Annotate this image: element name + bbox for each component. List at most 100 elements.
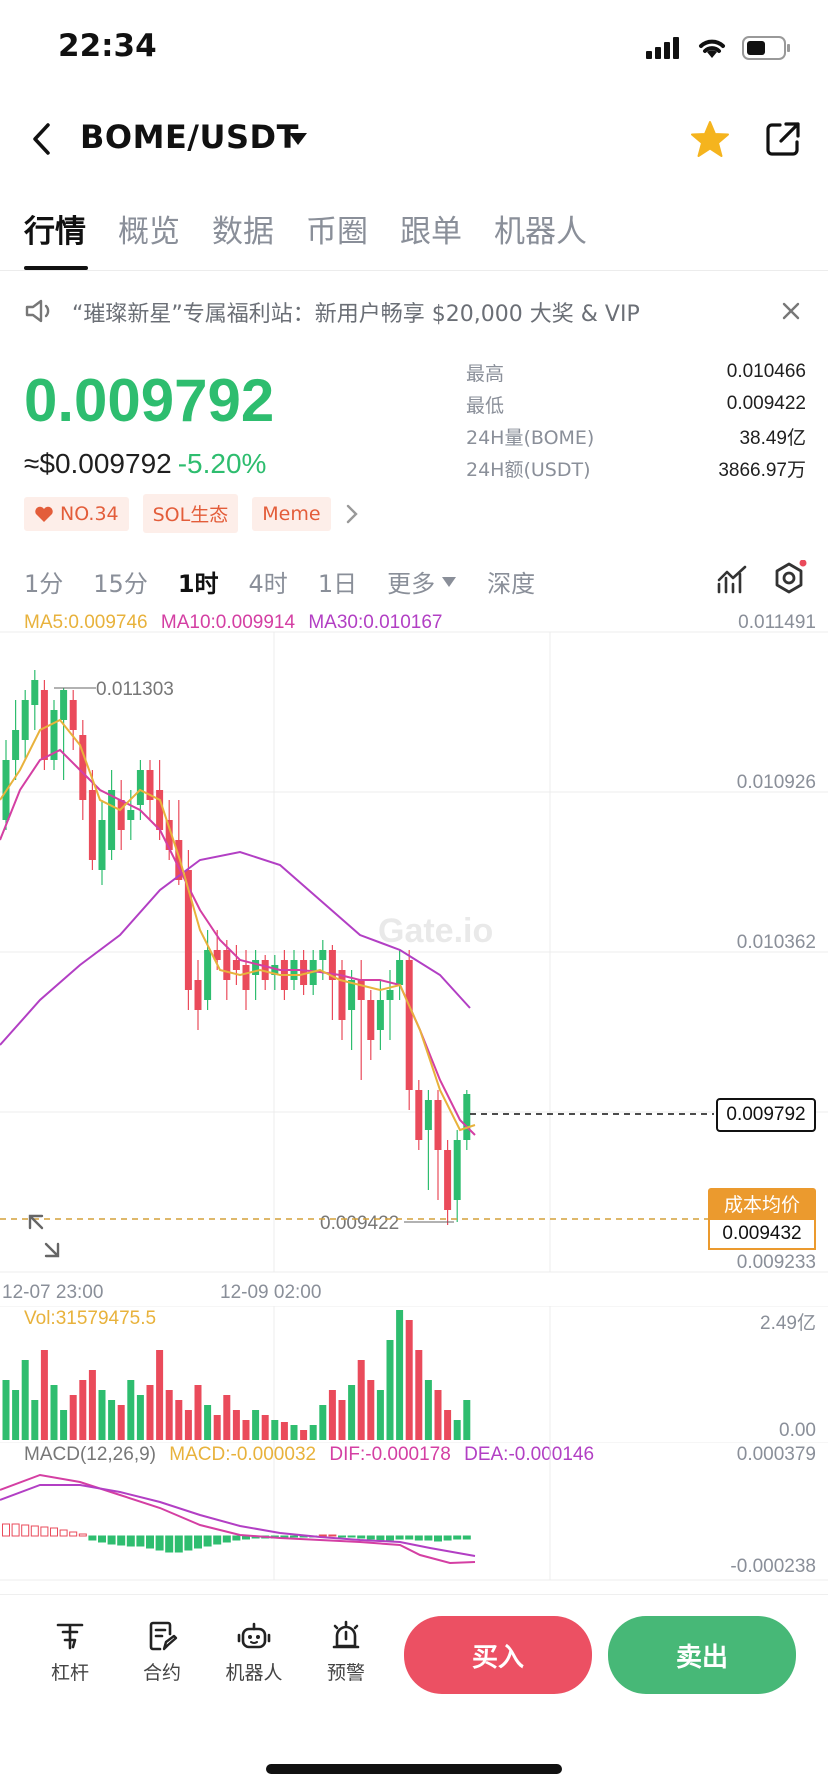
tab-community[interactable]: 币圈 [306,214,368,250]
pair-title[interactable]: BOME/USDT [80,118,299,156]
battery-icon [742,36,790,60]
macd-bar [40,1526,49,1537]
nav-robot[interactable]: 机器人 [220,1620,288,1685]
tab-underline [24,266,88,270]
candle [60,690,68,720]
sell-button[interactable]: 卖出 [608,1616,796,1694]
macd-bar [78,1533,87,1537]
macd-bar [107,1535,116,1545]
candle [232,960,240,970]
close-icon[interactable] [782,302,800,320]
stat-label: 24H额(USDT) [466,458,591,481]
ecosystem-tag[interactable]: SOL生态 [142,494,239,533]
macd-bar [386,1535,394,1541]
candlestick-chart[interactable]: Gate.io 0.011303 0.009422 [0,606,828,1276]
depth-tab[interactable]: 深度 [487,570,536,598]
rank-tag[interactable]: NO.34 [24,496,129,531]
interval-1d[interactable]: 1日 [317,570,358,598]
chevron-right-icon[interactable] [345,503,359,525]
vol-axis-label: 2.49亿 [760,1313,816,1334]
volume-bar [463,1400,471,1440]
tab-overview[interactable]: 概览 [118,214,180,250]
volume-bar [21,1360,29,1440]
interval-15m[interactable]: 15分 [93,570,148,598]
stats-panel: 最高 0.010466 最低 0.009422 24H量(BOME) 38.49亿 2… [466,356,806,484]
candle [156,790,164,830]
last-price: 0.009792 [24,367,275,434]
dif-line [0,1473,476,1565]
stat-turnover: 24H额(USDT) 3866.97万 [466,452,806,484]
back-icon[interactable] [30,122,52,156]
tab-bot[interactable]: 机器人 [494,214,587,250]
tab-data[interactable]: 数据 [212,214,274,250]
macd-bar [155,1535,164,1551]
stat-label: 24H量(BOME) [466,426,595,449]
robot-icon [237,1622,271,1649]
signal-icon [646,37,679,59]
bottom-bar [0,1594,828,1744]
macd-bar [203,1535,212,1547]
volume-bar [213,1415,221,1440]
share-icon[interactable] [764,120,802,158]
volume-bar [319,1405,327,1440]
indicator-icon[interactable] [716,564,748,596]
macd-histogram [2,1523,471,1553]
dropdown-icon[interactable] [288,132,308,146]
volume-bar [108,1400,116,1440]
candle [184,870,192,990]
tab-copy-trade[interactable]: 跟单 [400,214,462,250]
volume-bar [434,1390,442,1440]
stat-label: 最高 [466,362,505,385]
candle [136,770,144,805]
volume-chart [0,1306,828,1442]
interval-more[interactable]: 更多 [387,564,457,599]
chart-watermark: Gate.io [378,912,493,950]
macd-bar [174,1535,183,1553]
nav-contract[interactable]: 合约 [136,1620,188,1685]
y-axis-label: 0.011491 [738,612,816,633]
macd-chart [0,1442,828,1581]
candle [396,960,404,985]
chevron-down-icon [442,576,457,587]
cost-price-box: 0.009432 [708,1218,816,1250]
candle [117,800,125,830]
candle [88,790,96,860]
expand-icon[interactable] [28,1214,60,1258]
interval-1h[interactable]: 1时 [177,570,219,598]
leverage-icon [56,1623,84,1650]
low-marker-label: 0.009422 [320,1213,399,1234]
interval-bar: 1分 15分 1时 4时 1日 更多 深度 [24,564,535,599]
interval-1m[interactable]: 1分 [24,570,64,598]
usd-price: ≈$0.009792 [24,448,172,479]
nav-leverage[interactable]: 杠杆 [44,1620,96,1685]
candle [424,1100,432,1130]
rank-tag-label: NO.34 [60,502,119,525]
meme-tag[interactable]: Meme [252,496,331,531]
stat-volume: 24H量(BOME) 38.49亿 [466,420,806,452]
price-change: -5.20% [177,448,267,479]
promo-banner-text[interactable]: “璀璨新星”专属福利站：新用户畅享 $20,000 大奖 & VIP [72,302,640,327]
volume-bar [386,1340,394,1440]
tab-market[interactable]: 行情 [24,214,86,250]
interval-more-label: 更多 [387,570,436,598]
volume-bar [309,1425,317,1440]
volume-bar [69,1395,77,1440]
macd-value: MACD:-0.000032 [169,1444,317,1465]
interval-4h[interactable]: 4时 [248,570,288,598]
divider [0,270,828,271]
status-time: 22:34 [58,28,157,64]
tag-list: NO.34 SOL生态 Meme [24,494,359,533]
nav-alert[interactable]: 预警 [320,1620,372,1685]
candle [261,960,269,980]
macd-bar [136,1535,145,1547]
macd-bar [2,1523,10,1537]
settings-icon[interactable] [770,560,808,598]
macd-bar [443,1535,452,1541]
volume-bar [328,1390,336,1440]
volume-bar [117,1405,125,1440]
candle [252,960,260,975]
volume-bar [184,1410,192,1440]
star-icon[interactable] [690,120,730,158]
macd-bar [69,1531,78,1537]
buy-button[interactable]: 买入 [404,1616,592,1694]
